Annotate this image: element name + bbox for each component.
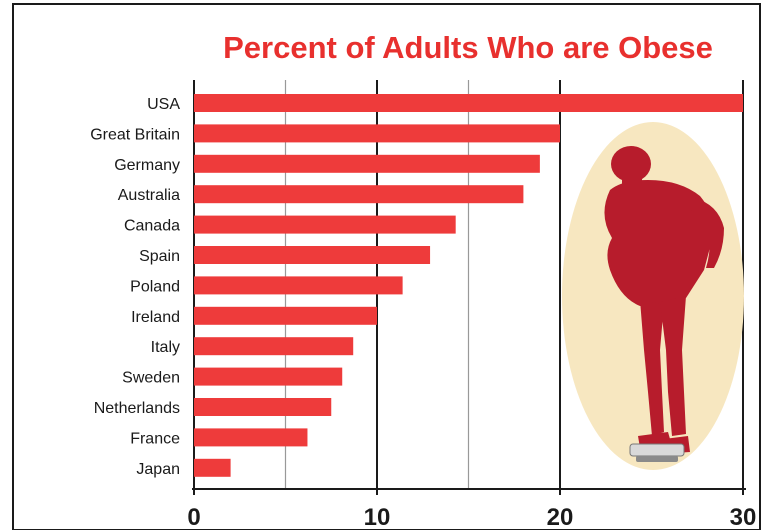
bar: [194, 124, 560, 143]
category-label: Netherlands: [94, 400, 180, 417]
tick-label: 30: [730, 504, 757, 530]
bar: [194, 458, 231, 477]
category-label: Ireland: [131, 309, 180, 326]
category-label: Poland: [130, 278, 180, 295]
bar: [194, 428, 308, 447]
category-label: USA: [147, 96, 180, 113]
x-axis-ticks: 0 10 20 30: [187, 489, 756, 530]
bar: [194, 367, 343, 386]
category-label: Sweden: [122, 370, 180, 387]
bars: [194, 94, 743, 477]
overweight-person-on-scale-icon: [604, 146, 724, 454]
tick-label: 10: [364, 504, 391, 530]
category-label: Japan: [136, 461, 180, 478]
bar: [194, 215, 456, 234]
bar: [194, 276, 403, 295]
category-label: Spain: [139, 248, 180, 265]
category-labels: USA Great Britain Germany Australia Canada Sp…: [90, 96, 180, 478]
bar: [194, 154, 540, 173]
bathroom-scale-icon: [629, 443, 685, 462]
category-label: France: [130, 430, 180, 447]
category-label: Germany: [114, 157, 180, 174]
tick-label: 20: [547, 504, 574, 530]
tick-label: 0: [187, 504, 200, 530]
chart-title: Percent of Adults Who are Obese: [223, 30, 713, 65]
category-label: Australia: [118, 187, 180, 204]
bar: [194, 398, 332, 416]
chart-frame: [12, 3, 761, 530]
category-label: Canada: [124, 218, 180, 235]
obese-person-illustration: [562, 122, 744, 470]
bar: [194, 94, 743, 112]
category-label: Great Britain: [90, 126, 180, 143]
bar: [194, 306, 377, 325]
bar: [194, 337, 354, 356]
bar: [194, 185, 524, 204]
bar: [194, 246, 431, 264]
category-label: Italy: [151, 339, 180, 356]
